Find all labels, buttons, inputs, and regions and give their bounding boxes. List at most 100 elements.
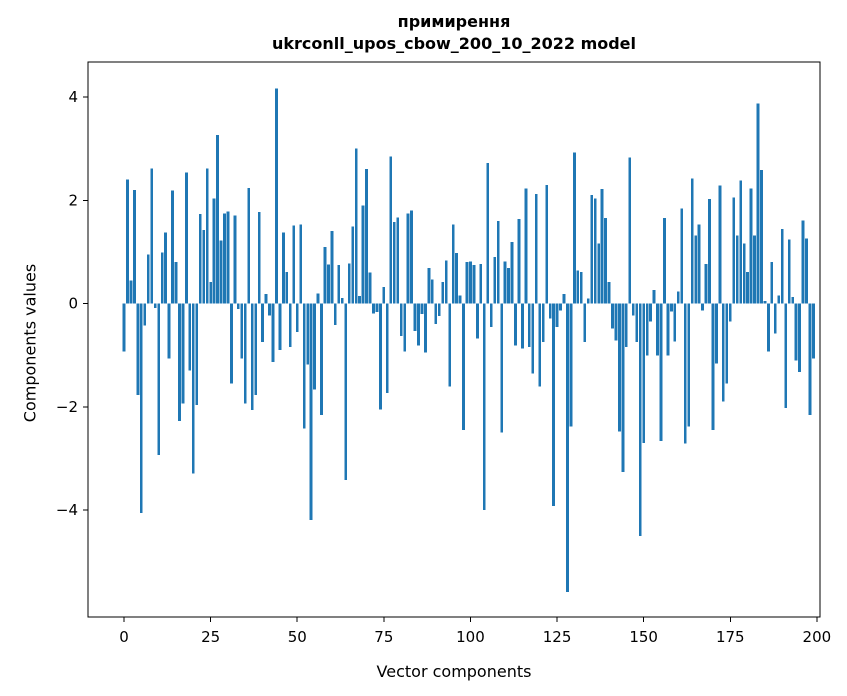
bar (278, 303, 282, 351)
bar (635, 303, 639, 342)
bar (787, 239, 791, 304)
bar (652, 290, 656, 304)
bar (791, 296, 795, 304)
bar (611, 303, 614, 329)
bar (354, 148, 358, 304)
bar (264, 293, 268, 304)
bar (701, 303, 704, 311)
y-tick-label: −4 (56, 501, 78, 519)
bar (160, 252, 164, 304)
bar (379, 303, 382, 410)
bar (230, 303, 233, 384)
x-tick-label: 100 (456, 628, 485, 646)
bar (753, 235, 756, 304)
bar (562, 293, 566, 304)
bar (320, 303, 323, 416)
bar (347, 263, 351, 304)
bar (146, 254, 150, 304)
bar (694, 235, 698, 304)
bar-series (122, 88, 815, 593)
bar (285, 272, 289, 304)
bar (735, 235, 739, 304)
bar (351, 226, 355, 304)
bar (728, 303, 732, 322)
bar (583, 303, 587, 342)
bar (375, 303, 379, 312)
bar (389, 156, 393, 304)
y-tick-labels: −4 −2 0 2 4 (56, 88, 88, 519)
bar (178, 303, 181, 421)
bar (517, 218, 521, 304)
bar (756, 103, 760, 304)
bar (507, 268, 510, 304)
bar (358, 295, 361, 304)
bar (503, 261, 507, 304)
bar (649, 303, 652, 322)
bar (548, 303, 552, 319)
bar (424, 303, 427, 353)
bar (638, 303, 642, 536)
bar (413, 303, 417, 331)
bar (777, 295, 781, 304)
bar (590, 195, 594, 304)
bar (767, 303, 770, 352)
bar (770, 261, 774, 304)
bar (604, 217, 607, 304)
bar (690, 178, 694, 304)
bar (586, 298, 590, 304)
bar (427, 268, 431, 304)
bar (472, 264, 476, 304)
bar (333, 303, 337, 325)
bar (618, 303, 621, 432)
bar (486, 163, 490, 304)
bar (448, 303, 452, 387)
bar (773, 303, 777, 334)
bar (663, 217, 666, 304)
bar (670, 303, 673, 312)
bar (749, 188, 753, 304)
y-tick-label: 0 (68, 295, 78, 313)
bar (451, 224, 455, 304)
bar (514, 303, 517, 346)
bar (430, 279, 434, 304)
bar (247, 187, 251, 304)
bar (157, 303, 161, 455)
bar (406, 213, 410, 304)
bar (181, 303, 185, 404)
bar (434, 303, 438, 324)
bar (174, 261, 178, 304)
bar (687, 303, 691, 427)
chart-title-model: ukrconll_upos_cbow_200_10_2022 model (271, 34, 637, 53)
bar (337, 264, 341, 304)
bar (139, 303, 143, 514)
bar (361, 205, 365, 304)
bar (566, 303, 569, 593)
bar (600, 189, 604, 304)
bar (607, 281, 611, 304)
bar (164, 232, 167, 304)
bar (739, 180, 743, 304)
chart-title-word: примирення (397, 12, 511, 31)
bar (441, 281, 445, 304)
bar (295, 303, 299, 333)
bar (236, 303, 240, 309)
bar (527, 303, 531, 347)
bar (676, 291, 680, 304)
bar (122, 303, 126, 352)
bar (150, 168, 154, 304)
bar (271, 303, 275, 362)
bar (368, 272, 372, 304)
bar (812, 303, 815, 359)
x-tick-label: 200 (803, 628, 832, 646)
bar (500, 303, 504, 433)
bar (133, 190, 136, 304)
bar (223, 213, 226, 304)
bar (510, 242, 514, 304)
bar (243, 303, 247, 404)
bar (538, 303, 542, 387)
bar (742, 243, 746, 304)
bar (233, 215, 237, 304)
bar (382, 287, 386, 304)
bar (330, 230, 334, 304)
